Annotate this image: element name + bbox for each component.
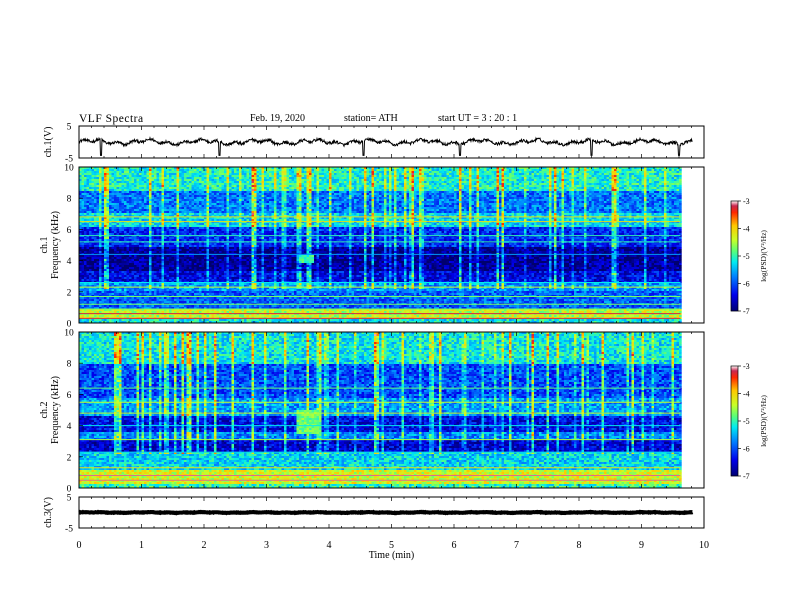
x-axis-label: Time (min): [369, 550, 414, 561]
colorbar-tick-label: -7: [743, 472, 750, 481]
ch1-waveform-trace: [79, 138, 693, 156]
y-tick-label: -5: [65, 525, 73, 535]
ch3-waveform-trace: [79, 512, 693, 513]
ch1-spectrogram-colorbar: -3 -4 -5 -6 -7 log(PSD)(V²/Hz): [731, 197, 768, 316]
x-tick-label: 7: [514, 540, 519, 551]
colorbar-tick-label: -3: [743, 197, 750, 206]
colorbar-tick-label: -3: [743, 362, 750, 371]
x-tick-label: 6: [452, 540, 457, 551]
colorbar-label: log(PSD)(V²/Hz): [759, 230, 768, 282]
y-tick-label: 6: [67, 391, 72, 401]
y-tick-label: 6: [67, 226, 72, 236]
x-tick-label: 8: [577, 540, 582, 551]
ch1-spectrogram-ylabel-channel: ch.1: [39, 237, 50, 254]
y-tick-label: 10: [64, 329, 74, 339]
colorbar-tick-label: -4: [743, 390, 750, 399]
ch2-spectrogram-colorbar: -3 -4 -5 -6 -7 log(PSD)(V²/Hz): [731, 362, 768, 481]
y-tick-label: 5: [67, 123, 72, 133]
x-tick-label: 0: [77, 540, 82, 551]
x-tick-label: 3: [264, 540, 269, 551]
x-tick-label: 2: [202, 540, 207, 551]
y-tick-label: 8: [67, 360, 72, 370]
x-tick-label: 9: [639, 540, 644, 551]
ch2-spectrogram-ylabel-freq: Frequency (kHz): [50, 376, 61, 444]
x-tick-label: 1: [139, 540, 144, 551]
y-tick-label: 2: [67, 288, 72, 298]
x-tick-label: 4: [327, 540, 332, 551]
colorbar-tick-label: -5: [743, 252, 750, 261]
colorbar-tick-label: -6: [743, 445, 750, 454]
y-tick-label: 4: [67, 422, 72, 432]
ch1-spectrogram-ylabel-freq: Frequency (kHz): [50, 211, 61, 279]
x-tick-label: 10: [699, 540, 709, 551]
y-tick-label: 10: [64, 164, 74, 174]
ch1-spectrogram-heatmap: [79, 167, 682, 323]
colorbar-tick-label: -5: [743, 417, 750, 426]
ch1-waveform-ylabel: ch.1(V): [43, 127, 54, 158]
y-tick-label: 4: [67, 257, 72, 267]
ch2-spectrogram-ylabel-channel: ch.2: [39, 402, 50, 419]
vlf-figure: 5-5ch.1(V)0246810ch.1 Frequency (kHz)-3-4…: [0, 0, 792, 612]
ch3-waveform-ylabel: ch.3(V): [43, 497, 54, 528]
colorbar-tick-label: -7: [743, 307, 750, 316]
colorbar-tick-label: -6: [743, 280, 750, 289]
y-tick-label: 8: [67, 195, 72, 205]
y-tick-label: 5: [67, 494, 72, 504]
colorbar-label: log(PSD)(V²/Hz): [759, 395, 768, 447]
ch2-spectrogram-heatmap: [79, 332, 682, 488]
y-tick-label: 2: [67, 453, 72, 463]
colorbar-tick-label: -4: [743, 225, 750, 234]
